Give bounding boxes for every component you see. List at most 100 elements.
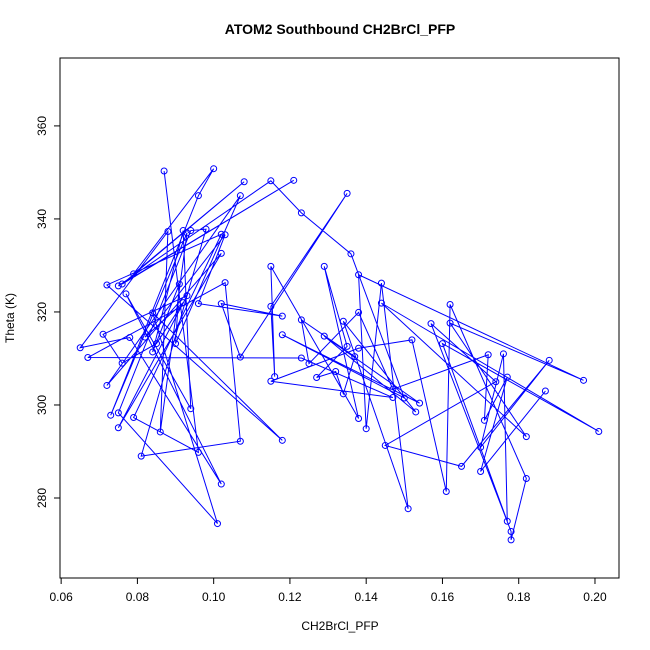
data-point bbox=[499, 350, 507, 358]
data-point bbox=[84, 354, 92, 362]
data-point bbox=[580, 376, 588, 384]
data-point bbox=[156, 428, 164, 436]
data-point bbox=[130, 270, 138, 278]
x-tick-label: 0.10 bbox=[202, 590, 226, 604]
data-point bbox=[313, 374, 321, 382]
data-point bbox=[141, 333, 149, 341]
data-point bbox=[271, 373, 279, 381]
data-point bbox=[492, 378, 500, 386]
data-point bbox=[240, 178, 248, 186]
data-point bbox=[103, 281, 111, 289]
data-point bbox=[137, 452, 145, 460]
data-point bbox=[412, 408, 420, 416]
data-point bbox=[347, 250, 355, 258]
data-point bbox=[160, 167, 168, 175]
data-point bbox=[446, 301, 454, 309]
data-point bbox=[267, 262, 275, 270]
data-point bbox=[297, 316, 305, 324]
data-point bbox=[187, 405, 195, 413]
data-point bbox=[355, 308, 363, 316]
data-point bbox=[297, 209, 305, 217]
data-point bbox=[183, 292, 191, 300]
data-point bbox=[213, 520, 221, 528]
y-axis-label: Theta (K) bbox=[3, 293, 17, 343]
data-point bbox=[118, 359, 126, 367]
data-point bbox=[362, 425, 370, 433]
data-point bbox=[477, 467, 485, 475]
plot-frame bbox=[59, 57, 620, 579]
data-point bbox=[343, 189, 351, 197]
data-point bbox=[381, 441, 389, 449]
data-point bbox=[507, 536, 515, 544]
data-point bbox=[389, 385, 397, 393]
data-point bbox=[377, 279, 385, 287]
data-point bbox=[416, 399, 424, 407]
data-point bbox=[297, 354, 305, 362]
data-point bbox=[339, 390, 347, 398]
data-point bbox=[484, 351, 492, 359]
x-tick-label: 0.20 bbox=[583, 590, 607, 604]
data-point bbox=[427, 320, 435, 328]
x-tick-label: 0.14 bbox=[355, 590, 379, 604]
data-point bbox=[267, 377, 275, 385]
data-point bbox=[130, 414, 138, 422]
data-point bbox=[351, 353, 359, 361]
data-point bbox=[114, 409, 122, 417]
y-tick-label: 360 bbox=[35, 116, 49, 136]
data-point bbox=[355, 344, 363, 352]
y-tick-label: 340 bbox=[35, 209, 49, 229]
data-point bbox=[320, 262, 328, 270]
data-point bbox=[305, 360, 313, 368]
data-point bbox=[122, 290, 130, 298]
data-point bbox=[217, 480, 225, 488]
data-point bbox=[507, 527, 515, 535]
data-point bbox=[458, 462, 466, 470]
data-point bbox=[446, 319, 454, 327]
data-point bbox=[76, 344, 84, 352]
y-tick-label: 300 bbox=[35, 395, 49, 415]
chart-title: ATOM2 Southbound CH2BrCl_PFP bbox=[225, 21, 455, 37]
data-point bbox=[278, 312, 286, 320]
data-point bbox=[278, 436, 286, 444]
data-point bbox=[179, 227, 187, 235]
x-tick-label: 0.16 bbox=[431, 590, 455, 604]
data-point bbox=[164, 227, 172, 235]
data-point bbox=[236, 437, 244, 445]
data-point bbox=[408, 336, 416, 344]
data-point bbox=[339, 317, 347, 325]
data-point bbox=[267, 302, 275, 310]
data-point bbox=[179, 299, 187, 307]
data-point bbox=[183, 229, 191, 237]
data-point bbox=[522, 474, 530, 482]
data-point bbox=[404, 505, 412, 513]
data-point bbox=[221, 279, 229, 287]
data-point bbox=[595, 427, 603, 435]
data-point bbox=[503, 373, 511, 381]
data-point bbox=[355, 414, 363, 422]
data-point bbox=[480, 416, 488, 424]
data-point bbox=[187, 227, 195, 235]
data-point bbox=[126, 334, 134, 342]
data-point bbox=[149, 348, 157, 356]
data-point bbox=[172, 340, 180, 348]
data-point bbox=[541, 387, 549, 395]
x-tick-label: 0.08 bbox=[126, 590, 150, 604]
y-tick-label: 280 bbox=[35, 488, 49, 508]
x-tick-label: 0.06 bbox=[49, 590, 73, 604]
data-point bbox=[99, 330, 107, 338]
data-point bbox=[278, 331, 286, 339]
data-point bbox=[152, 340, 160, 348]
data-point bbox=[194, 192, 202, 200]
data-point bbox=[545, 356, 553, 364]
data-point bbox=[503, 517, 511, 525]
data-point bbox=[320, 332, 328, 340]
data-point bbox=[217, 249, 225, 257]
data-line bbox=[79, 168, 600, 540]
data-point bbox=[236, 353, 244, 361]
x-tick-label: 0.12 bbox=[278, 590, 302, 604]
data-point bbox=[149, 309, 157, 317]
data-point bbox=[477, 443, 485, 451]
data-point bbox=[103, 381, 111, 389]
data-point bbox=[343, 342, 351, 350]
